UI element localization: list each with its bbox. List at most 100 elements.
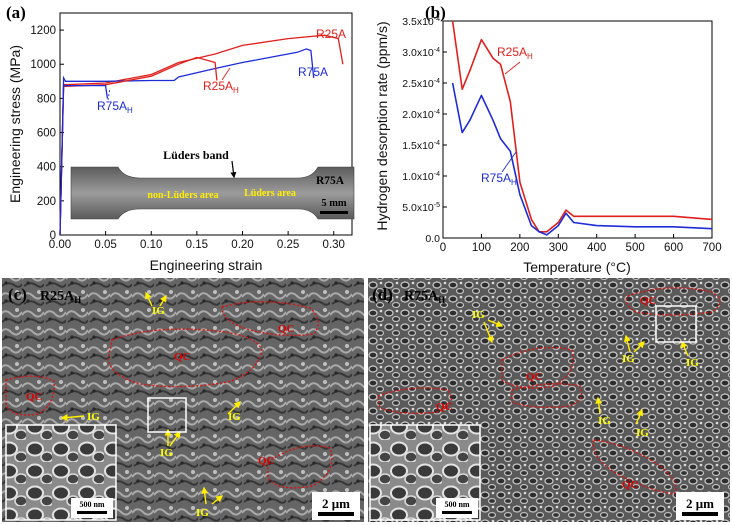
x-tick-label: 700 (702, 242, 721, 254)
y-tick-label: 600 (37, 128, 56, 140)
y-tick-label: 0 (50, 230, 56, 242)
specimen-inset: Lüders band non-Lüders area Lüders area … (70, 148, 355, 220)
panel-d-inset (369, 424, 481, 521)
x-tick-label: 400 (587, 242, 606, 254)
y-tick-label: 800 (37, 93, 56, 105)
panel-b-series (451, 20, 713, 236)
inset-scale-label: 5 mm (321, 198, 347, 209)
series-label-r75a: R75A (298, 65, 328, 79)
x-tick-label: 0.00 (49, 239, 71, 251)
ig-label: IG (636, 427, 649, 439)
x-tick-label: 0.10 (140, 239, 162, 251)
panel-d: (d) R75AH QC QC QC QC IG IG IG IG IG 500… (368, 278, 730, 522)
inset-scale-bar (320, 211, 348, 214)
panel-b-label: (b) (425, 3, 446, 22)
panel-b-xlabel: Temperature (°C) (523, 259, 631, 275)
inset-scale-text: 500 nm (444, 500, 469, 509)
y-tick-label: 2.5x10-4 (402, 78, 440, 90)
x-tick-label: 300 (549, 242, 568, 254)
qc-region (377, 387, 452, 415)
y-tick-label: 5.0x10-5 (402, 202, 440, 214)
qc-region (592, 439, 677, 495)
x-tick-label: 0.30 (323, 239, 345, 251)
r25ah-leader (221, 67, 231, 81)
qc-region (107, 328, 263, 388)
y-tick-label: 1.0x10-4 (402, 171, 440, 183)
luders-band-arrow (230, 160, 237, 179)
panel-a: (a) 0.00 0.05 0.10 0.15 0.20 0.25 0.30 0 200 400 6… (6, 3, 355, 273)
series-label-r25ah: R25AH (203, 79, 239, 95)
panel-a-ylabel: Engineering stress (MPa) (7, 45, 23, 203)
qc-label: QC (526, 371, 543, 383)
panel-b-ticks: 0 100 200 300 400 500 600 700 0.0 5.0x10-5 1.0x10-… (402, 16, 721, 254)
panel-b: (b) 0 100 200 300 400 500 600 700 0.0 5.0x10-5 1.0… (374, 3, 722, 275)
y-tick-label: 0.0 (425, 233, 440, 245)
x-tick-label: 100 (472, 242, 491, 254)
panel-c-title: R25AH (40, 289, 81, 305)
y-tick-label: 2.0x10-4 (402, 109, 440, 121)
y-tick-label: 3.0x10-4 (402, 47, 440, 59)
qc-label: QC (26, 391, 43, 403)
y-tick-label: 1200 (30, 25, 56, 37)
y-tick-label: 1000 (30, 59, 56, 71)
x-tick-label: 200 (510, 242, 529, 254)
qc-label: QC (258, 455, 275, 467)
qc-label: QC (174, 351, 191, 363)
luders-band-label: Lüders band (163, 148, 229, 162)
scale-bar (682, 512, 718, 516)
qc-label: QC (278, 323, 295, 335)
b-r75ah-leader (501, 151, 517, 173)
inset-scale-bar (77, 511, 107, 514)
ig-label: IG (622, 353, 635, 365)
series-label-b-r75ah: R75AH (481, 171, 517, 187)
ig-label: IG (160, 447, 173, 459)
qc-label: QC (640, 295, 657, 307)
x-tick-label: 600 (664, 242, 683, 254)
b-r25ah-leader (504, 61, 521, 75)
series-line-r75a-h (451, 82, 713, 236)
x-tick-label: 0.15 (186, 239, 208, 251)
luders-area-label: Lüders area (244, 188, 296, 199)
qc-region (221, 301, 319, 337)
x-tick-label: 0 (440, 242, 446, 254)
series-label-r75ah: R75AH (97, 99, 133, 115)
ig-label: IG (228, 411, 241, 423)
x-tick-label: 0.20 (231, 239, 253, 251)
panel-a-series (59, 34, 344, 236)
specimen-photo (70, 166, 355, 220)
y-tick-label: 1.5x10-4 (402, 140, 440, 152)
zoom-box (655, 305, 697, 343)
series-line-r25a (59, 34, 344, 236)
x-tick-label: 500 (626, 242, 645, 254)
x-tick-label: 0.25 (277, 239, 299, 251)
y-tick-label: 200 (37, 196, 56, 208)
panel-c: (c) R25AH QC QC QC QC IG IG IG IG IG 500… (2, 278, 364, 522)
ig-label: IG (472, 309, 485, 321)
ig-label: IG (686, 357, 699, 369)
ig-label: IG (598, 415, 611, 427)
ig-label: IG (196, 507, 209, 519)
qc-region (501, 346, 574, 389)
ig-label: IG (152, 305, 165, 317)
panel-a-ticks: 0.00 0.05 0.10 0.15 0.20 0.25 0.30 0 200 400 600 80… (30, 25, 345, 251)
scale-bar (318, 512, 354, 516)
qc-region (267, 445, 333, 489)
non-luders-label: non-Lüders area (147, 190, 218, 201)
panel-b-frame (442, 20, 713, 239)
series-label-r25a: R25A (316, 27, 346, 41)
qc-label: QC (436, 401, 453, 413)
series-line-r75a (59, 48, 315, 236)
inset-scale-bar (442, 511, 472, 514)
zoom-box (147, 397, 187, 433)
panel-c-label: (c) (8, 285, 27, 304)
scale-text: 2 μm (686, 496, 714, 511)
series-line-r25a-h (451, 20, 713, 233)
series-label-b-r25ah: R25AH (497, 45, 533, 61)
panel-a-frame (59, 12, 353, 236)
inset-scale-text: 500 nm (79, 500, 104, 509)
y-tick-label: 3.5x10-4 (402, 16, 440, 28)
scale-text: 2 μm (322, 496, 350, 511)
series-line-r25a-h (59, 56, 218, 236)
qc-label: QC (622, 479, 639, 491)
